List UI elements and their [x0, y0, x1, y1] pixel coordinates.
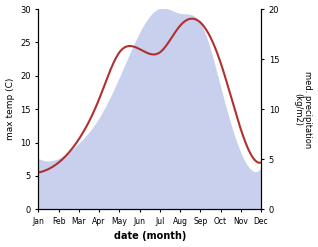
X-axis label: date (month): date (month)	[114, 231, 186, 242]
Y-axis label: med. precipitation
(kg/m2): med. precipitation (kg/m2)	[293, 71, 313, 148]
Y-axis label: max temp (C): max temp (C)	[5, 78, 15, 140]
